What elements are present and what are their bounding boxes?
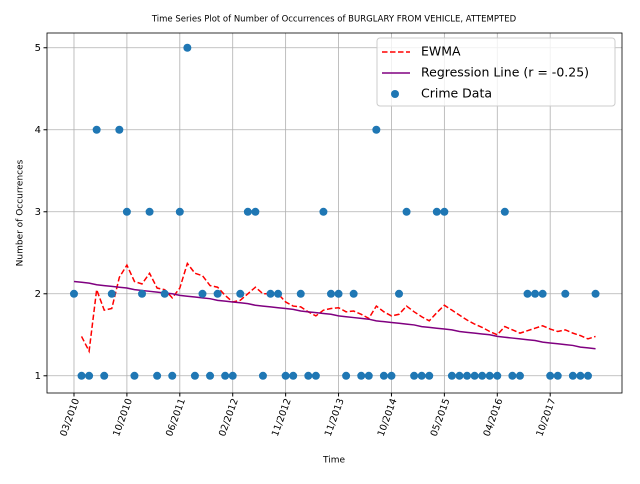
y-tick-label: 2 <box>35 289 41 300</box>
data-point <box>402 207 411 216</box>
data-point <box>326 289 335 298</box>
data-point <box>561 289 570 298</box>
series-line <box>80 261 596 354</box>
data-point <box>463 371 472 380</box>
data-point <box>160 289 169 298</box>
data-point <box>425 371 434 380</box>
data-point <box>251 207 260 216</box>
data-point <box>379 371 388 380</box>
data-point <box>568 371 577 380</box>
data-point <box>130 371 139 380</box>
x-tick-label: 10/2010 <box>111 397 135 438</box>
data-point <box>493 371 502 380</box>
data-point <box>387 371 396 380</box>
data-point <box>190 371 199 380</box>
y-axis-label: Number of Occurrences <box>16 159 26 266</box>
data-point <box>243 207 252 216</box>
data-point <box>500 207 509 216</box>
x-tick-label: 10/2014 <box>376 397 400 438</box>
data-point <box>138 289 147 298</box>
data-point <box>77 371 86 380</box>
data-point <box>591 289 600 298</box>
data-point <box>410 371 419 380</box>
y-tick-label: 4 <box>35 125 41 136</box>
x-tick-label: 04/2016 <box>482 397 506 438</box>
data-point <box>122 207 131 216</box>
x-tick-label: 11/2013 <box>323 397 347 438</box>
data-point <box>266 289 275 298</box>
data-point <box>583 371 592 380</box>
data-point <box>311 371 320 380</box>
legend-marker <box>391 90 399 98</box>
legend-label: Regression Line (r = -0.25) <box>421 65 589 80</box>
data-point <box>289 371 298 380</box>
data-point <box>296 289 305 298</box>
data-point <box>531 289 540 298</box>
data-point <box>69 289 78 298</box>
data-point <box>395 289 404 298</box>
data-point <box>447 371 456 380</box>
legend-label: Crime Data <box>421 86 492 101</box>
plot-frame <box>46 32 623 394</box>
data-point <box>198 289 207 298</box>
x-axis-label: Time <box>322 456 345 466</box>
data-point <box>145 207 154 216</box>
data-point <box>470 371 479 380</box>
data-point <box>213 289 222 298</box>
chart-title: Time Series Plot of Number of Occurrence… <box>151 15 517 25</box>
x-tick-label: 03/2010 <box>58 397 82 438</box>
data-point <box>100 371 109 380</box>
data-point <box>274 289 283 298</box>
x-tick-label: 02/2012 <box>217 397 241 438</box>
data-point <box>417 371 426 380</box>
legend-label: EWMA <box>421 44 461 59</box>
data-point <box>319 207 328 216</box>
data-point <box>538 289 547 298</box>
data-point <box>168 371 177 380</box>
data-point <box>115 125 124 134</box>
data-point <box>183 43 192 52</box>
data-point <box>342 371 351 380</box>
y-tick-label: 3 <box>35 207 41 218</box>
x-tick-label: 05/2015 <box>429 397 453 438</box>
y-tick-label: 5 <box>35 43 41 54</box>
data-point <box>508 371 517 380</box>
data-point <box>485 371 494 380</box>
x-tick-label: 10/2017 <box>535 397 559 438</box>
data-point <box>349 289 358 298</box>
data-point <box>523 289 532 298</box>
data-point <box>153 371 162 380</box>
data-point <box>478 371 487 380</box>
data-point <box>440 207 449 216</box>
series-line <box>73 280 596 350</box>
data-point <box>85 371 94 380</box>
legend-box <box>376 37 616 107</box>
data-point <box>221 371 230 380</box>
data-point <box>515 371 524 380</box>
y-tick-label: 1 <box>35 371 41 382</box>
data-point <box>372 125 381 134</box>
data-point <box>107 289 116 298</box>
data-point <box>357 371 366 380</box>
data-point <box>175 207 184 216</box>
data-point <box>553 371 562 380</box>
data-point <box>364 371 373 380</box>
data-point <box>92 125 101 134</box>
data-point <box>455 371 464 380</box>
data-point <box>228 371 237 380</box>
data-point <box>546 371 555 380</box>
data-point <box>281 371 290 380</box>
data-point <box>432 207 441 216</box>
data-point <box>206 371 215 380</box>
x-tick-label: 11/2012 <box>270 397 294 438</box>
data-point <box>236 289 245 298</box>
data-point <box>334 289 343 298</box>
data-point <box>304 371 313 380</box>
x-tick-label: 06/2011 <box>164 397 188 438</box>
data-point <box>258 371 267 380</box>
data-point <box>576 371 585 380</box>
